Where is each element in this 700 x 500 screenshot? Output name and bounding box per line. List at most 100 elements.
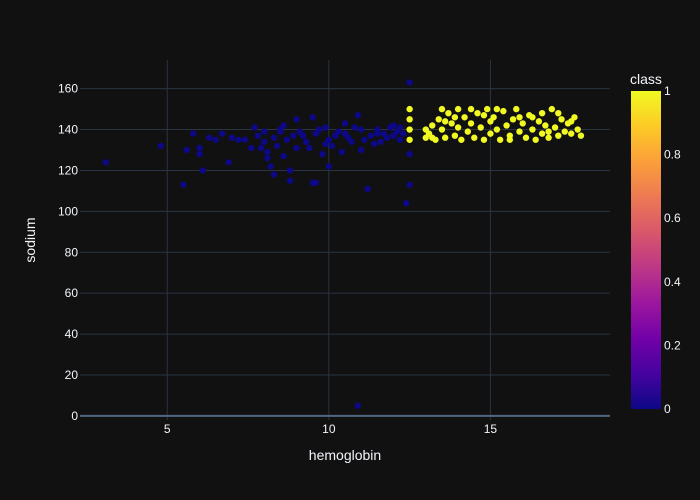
data-point-class0-15 — [251, 124, 258, 131]
data-point-class0-24 — [273, 142, 281, 150]
data-point-class1-17 — [454, 124, 462, 131]
data-point-class1-63 — [480, 112, 488, 119]
y-axis-ticks: 0 20 40 60 80 100 120 140 160 — [58, 82, 78, 423]
data-point-class1-9 — [435, 116, 442, 123]
data-point-class0-10 — [218, 130, 226, 137]
data-point-class0-55 — [367, 132, 375, 139]
data-point-class1-32 — [500, 107, 507, 115]
data-point-class1-42 — [532, 136, 539, 143]
data-point-class1-16 — [454, 105, 462, 113]
data-point-class1-0 — [406, 105, 413, 113]
colorbar-gradient — [631, 91, 661, 409]
y-tick-label-8: 160 — [58, 82, 78, 96]
data-point-class0-82 — [396, 124, 404, 131]
colorbar-tick-label-2: 0.4 — [664, 275, 681, 289]
data-point-class0-65 — [399, 130, 407, 137]
colorbar-tick-label-5: 1 — [664, 84, 671, 98]
data-point-class0-40 — [319, 150, 326, 158]
data-point-class1-46 — [545, 134, 552, 141]
data-point-class0-83 — [357, 126, 365, 133]
colorbar-tick-label-1: 0.2 — [664, 338, 681, 352]
colorbar-tick-label-0: 0 — [664, 402, 671, 416]
x-tick-label-1: 10 — [322, 422, 336, 436]
data-point-class0-31 — [290, 132, 297, 139]
data-point-class0-67 — [406, 181, 413, 188]
data-point-class0-23 — [270, 134, 278, 141]
colorbar-ticks: 0 0.2 0.4 0.6 0.8 1 — [664, 84, 681, 416]
data-point-class1-25 — [480, 136, 488, 143]
data-point-class1-38 — [519, 120, 526, 127]
data-point-class0-43 — [328, 142, 336, 150]
data-point-class0-78 — [312, 179, 320, 186]
data-point-class0-8 — [206, 134, 213, 141]
data-point-class1-44 — [538, 130, 546, 137]
data-point-class0-2 — [180, 181, 187, 188]
data-point-class0-14 — [248, 144, 255, 152]
colorbar-title: class — [630, 71, 662, 87]
data-point-class1-43 — [535, 118, 543, 125]
data-point-class0-16 — [254, 132, 261, 139]
data-point-class0-71 — [293, 144, 300, 152]
data-point-class0-79 — [270, 171, 278, 178]
data-point-class0-4 — [189, 130, 197, 137]
data-point-class0-45 — [335, 128, 342, 135]
data-point-class0-19 — [261, 128, 268, 135]
data-point-class0-22 — [267, 163, 274, 170]
data-point-class0-9 — [212, 136, 219, 143]
data-point-class1-36 — [513, 105, 520, 113]
data-point-class0-37 — [309, 114, 316, 121]
data-point-class0-27 — [280, 122, 287, 129]
x-tick-label-2: 15 — [484, 422, 498, 436]
data-point-class0-46 — [338, 148, 345, 156]
data-point-class0-74 — [341, 120, 349, 127]
data-point-class0-35 — [303, 138, 310, 146]
data-point-class0-12 — [235, 136, 242, 143]
x-tick-label-0: 5 — [164, 422, 171, 436]
data-point-class0-1 — [157, 142, 164, 150]
data-point-class1-62 — [441, 118, 449, 125]
y-tick-label-4: 80 — [65, 245, 79, 259]
y-tick-label-3: 60 — [65, 286, 79, 300]
data-point-class0-80 — [322, 140, 329, 148]
data-point-class0-3 — [183, 146, 190, 154]
data-point-class1-3 — [406, 136, 413, 143]
data-point-class0-58 — [377, 138, 384, 146]
data-point-class0-29 — [286, 167, 294, 174]
data-point-class0-28 — [283, 136, 291, 143]
colorbar-tick-label-3: 0.6 — [664, 211, 681, 225]
data-point-class1-18 — [458, 136, 465, 143]
data-point-class1-49 — [555, 132, 562, 139]
data-point-class0-34 — [299, 132, 307, 139]
data-point-class0-17 — [257, 144, 265, 152]
data-point-class1-26 — [483, 105, 491, 113]
data-point-class0-51 — [354, 112, 362, 119]
data-point-class1-23 — [474, 109, 481, 117]
y-tick-label-1: 20 — [65, 368, 79, 382]
data-point-class1-13 — [445, 109, 452, 117]
data-point-class1-29 — [490, 114, 497, 121]
x-axis-ticks: 5 10 15 — [164, 422, 498, 436]
data-point-class1-35 — [509, 116, 517, 123]
data-point-class1-12 — [441, 134, 449, 141]
data-point-class0-68 — [406, 150, 413, 158]
data-point-class1-39 — [522, 134, 530, 141]
data-point-class1-57 — [429, 134, 436, 141]
data-point-class1-14 — [448, 120, 455, 127]
data-point-class0-20 — [264, 148, 271, 156]
data-point-class1-68 — [506, 136, 514, 143]
y-tick-label-6: 120 — [58, 163, 78, 177]
colorbar-tick-label-4: 0.8 — [664, 148, 681, 162]
data-point-class1-28 — [487, 130, 494, 137]
data-point-class0-73 — [325, 163, 333, 170]
data-point-class0-13 — [241, 136, 249, 143]
data-point-class0-7 — [199, 167, 207, 174]
data-point-class0-41 — [322, 124, 329, 131]
data-point-class0-50 — [351, 124, 358, 131]
data-point-class1-24 — [477, 124, 484, 131]
y-tick-label-2: 40 — [65, 327, 79, 341]
data-point-class1-69 — [529, 114, 536, 121]
data-point-class1-58 — [467, 105, 475, 113]
y-tick-label-0: 0 — [71, 409, 78, 423]
data-point-class1-41 — [529, 126, 536, 133]
